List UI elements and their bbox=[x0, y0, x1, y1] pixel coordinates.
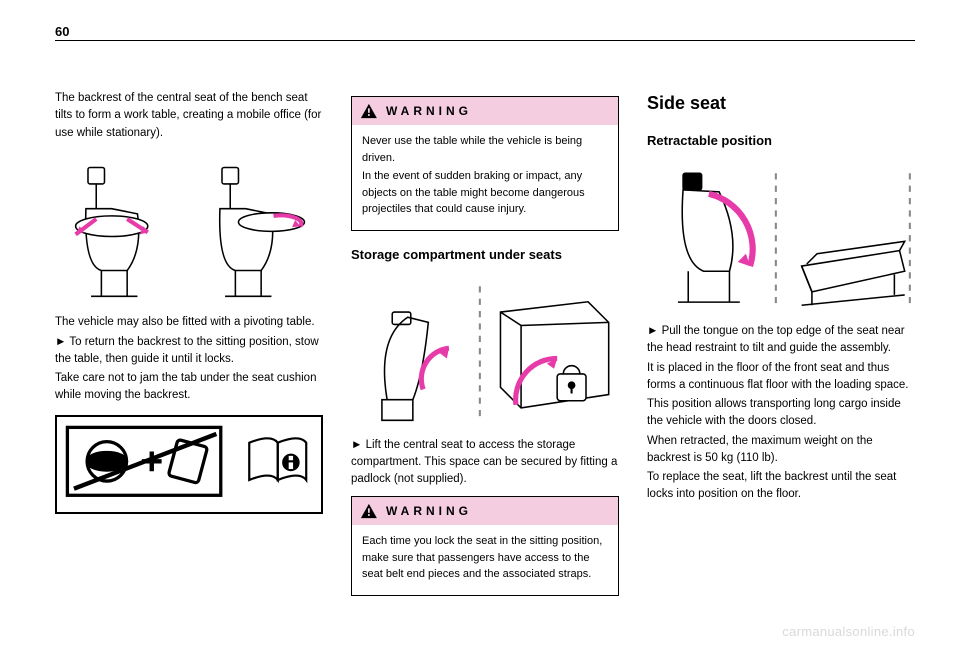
warning-body-1: Never use the table while the vehicle is… bbox=[352, 125, 618, 230]
warning-triangle-icon bbox=[360, 103, 378, 119]
column-2: WARNING Never use the table while the ve… bbox=[351, 90, 619, 619]
warning-triangle-icon bbox=[360, 503, 378, 519]
col3-para-3: This position allows transporting long c… bbox=[647, 396, 915, 431]
content-columns: The backrest of the central seat of the … bbox=[55, 90, 915, 619]
do-not-drive-illustration bbox=[55, 415, 323, 514]
warning-header-1: WARNING bbox=[352, 97, 618, 125]
warning-label-1: WARNING bbox=[386, 102, 472, 120]
retractable-illustration bbox=[647, 163, 915, 318]
warning-label-2: WARNING bbox=[386, 502, 472, 520]
column-1: The backrest of the central seat of the … bbox=[55, 90, 323, 619]
bench-table-illustration bbox=[55, 152, 323, 307]
storage-heading: Storage compartment under seats bbox=[351, 245, 619, 265]
warning2-p: Each time you lock the seat in the sitti… bbox=[362, 533, 608, 583]
col1-para-1: The backrest of the central seat of the … bbox=[55, 90, 323, 142]
col3-para-4: When retracted, the maximum weight on th… bbox=[647, 433, 915, 468]
side-seat-heading: Side seat bbox=[647, 90, 915, 117]
warning1-p1: Never use the table while the vehicle is… bbox=[362, 133, 608, 166]
warning-body-2: Each time you lock the seat in the sitti… bbox=[352, 525, 618, 595]
col3-para-2: It is placed in the floor of the front s… bbox=[647, 360, 915, 395]
col1-para-2: The vehicle may also be fitted with a pi… bbox=[55, 314, 323, 331]
col1-para-4: Take care not to jam the tab under the s… bbox=[55, 370, 323, 405]
storage-illustration bbox=[351, 276, 619, 431]
top-rule bbox=[55, 40, 915, 41]
warning-header-2: WARNING bbox=[352, 497, 618, 525]
warning-box-2: WARNING Each time you lock the seat in t… bbox=[351, 496, 619, 596]
col3-para-1: ► Pull the tongue on the top edge of the… bbox=[647, 323, 915, 358]
retractable-heading: Retractable position bbox=[647, 131, 915, 151]
warning-box-1: WARNING Never use the table while the ve… bbox=[351, 96, 619, 231]
page-number: 60 bbox=[55, 22, 69, 42]
col3-para-5: To replace the seat, lift the backrest u… bbox=[647, 469, 915, 504]
column-3: Side seat Retractable position ► Pull bbox=[647, 90, 915, 619]
col1-para-3: ► To return the backrest to the sitting … bbox=[55, 334, 323, 369]
watermark: carmanualsonline.info bbox=[782, 622, 915, 642]
warning1-p2: In the event of sudden braking or impact… bbox=[362, 168, 608, 218]
storage-para: ► Lift the central seat to access the st… bbox=[351, 437, 619, 489]
